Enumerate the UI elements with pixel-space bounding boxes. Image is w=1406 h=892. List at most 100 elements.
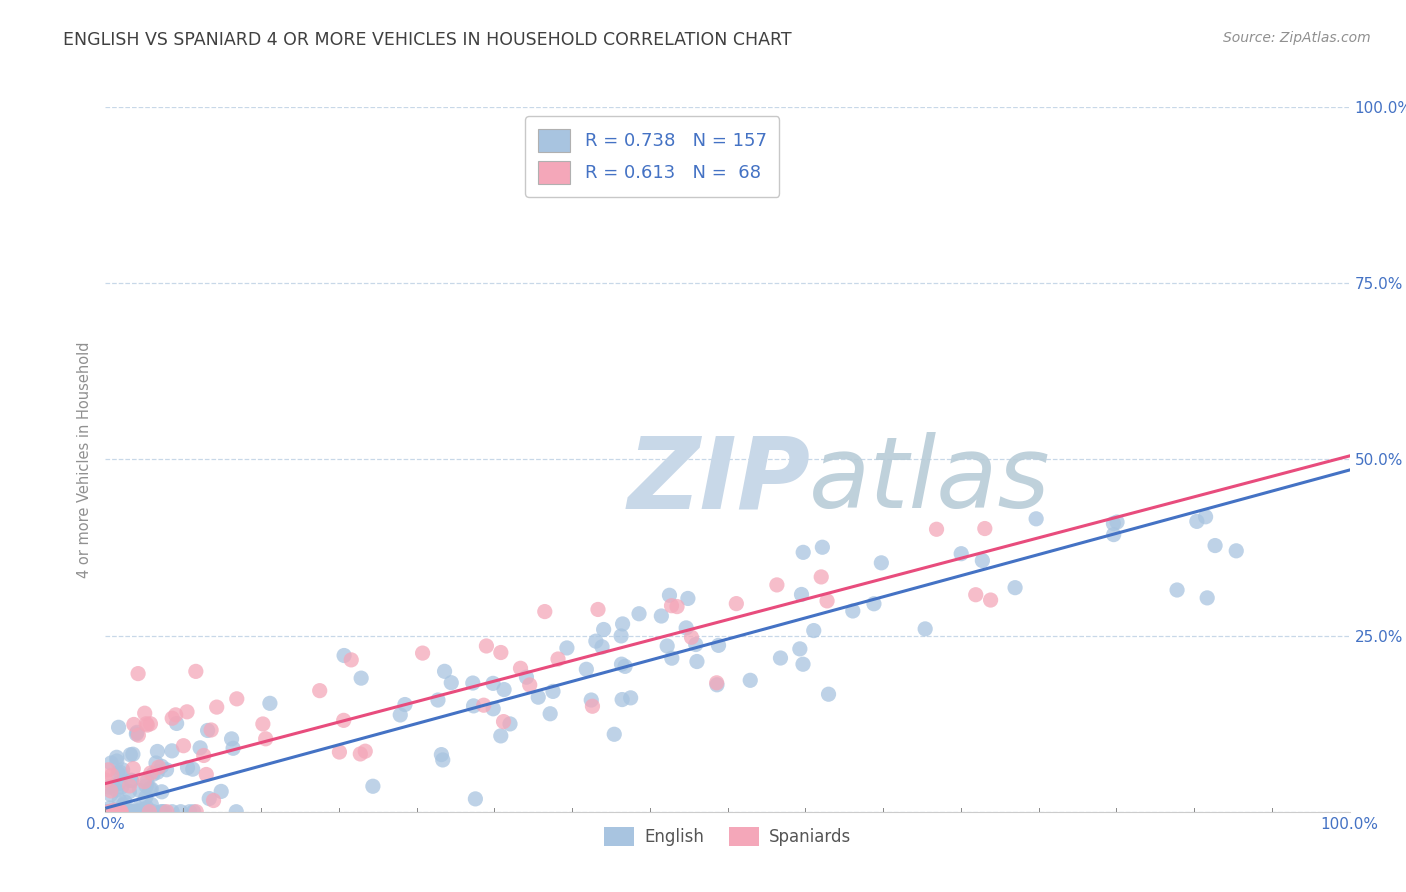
Point <box>107 777 129 791</box>
Point <box>461 676 484 690</box>
Point <box>706 678 728 692</box>
Point <box>586 602 609 616</box>
Point <box>97 763 120 777</box>
Point <box>1166 582 1188 597</box>
Point <box>519 678 541 692</box>
Point <box>620 690 643 705</box>
Point <box>128 801 150 815</box>
Point <box>146 765 169 780</box>
Point <box>153 805 176 819</box>
Point <box>810 570 832 584</box>
Point <box>661 599 683 613</box>
Point <box>165 707 187 722</box>
Point <box>685 638 707 652</box>
Point <box>610 629 633 643</box>
Point <box>127 805 149 819</box>
Point <box>1102 527 1125 541</box>
Point <box>100 756 122 770</box>
Point <box>494 682 516 697</box>
Point <box>134 805 156 819</box>
Point <box>221 731 243 746</box>
Point <box>591 640 613 654</box>
Point <box>100 784 122 798</box>
Point <box>225 691 247 706</box>
Point <box>1004 581 1026 595</box>
Point <box>127 666 149 681</box>
Point <box>433 665 456 679</box>
Point <box>160 744 183 758</box>
Point <box>135 716 157 731</box>
Point <box>94 805 117 819</box>
Point <box>205 700 228 714</box>
Point <box>650 609 672 624</box>
Point <box>950 547 973 561</box>
Point <box>183 805 205 819</box>
Point <box>111 763 134 777</box>
Point <box>110 805 132 819</box>
Point <box>1185 515 1208 529</box>
Point <box>538 706 561 721</box>
Point <box>1194 509 1216 524</box>
Point <box>135 790 157 805</box>
Point <box>792 657 814 672</box>
Point <box>97 805 120 819</box>
Point <box>111 780 134 794</box>
Point <box>533 605 555 619</box>
Point <box>197 723 219 738</box>
Point <box>350 671 373 685</box>
Point <box>100 788 122 802</box>
Point <box>105 805 128 819</box>
Point <box>101 805 124 819</box>
Point <box>142 805 165 819</box>
Point <box>202 793 225 807</box>
Point <box>170 805 193 819</box>
Point <box>122 762 145 776</box>
Point <box>489 729 512 743</box>
Point <box>575 662 598 676</box>
Point <box>110 805 132 819</box>
Point <box>155 763 177 777</box>
Point <box>870 556 893 570</box>
Point <box>176 705 198 719</box>
Point <box>657 639 679 653</box>
Point <box>108 793 131 807</box>
Point <box>120 805 142 819</box>
Point <box>135 774 157 789</box>
Point <box>142 767 165 781</box>
Point <box>100 804 122 818</box>
Point <box>181 762 204 776</box>
Point <box>430 747 453 762</box>
Point <box>139 782 162 797</box>
Point <box>100 805 122 819</box>
Point <box>658 588 681 602</box>
Point <box>148 760 170 774</box>
Legend: English, Spaniards: English, Spaniards <box>598 820 858 853</box>
Point <box>766 578 789 592</box>
Point <box>349 747 371 761</box>
Point <box>527 690 550 705</box>
Point <box>581 699 603 714</box>
Point <box>125 727 148 741</box>
Point <box>120 747 142 762</box>
Point <box>815 594 838 608</box>
Point <box>628 607 651 621</box>
Point <box>432 753 454 767</box>
Point <box>333 648 356 663</box>
Point <box>101 805 124 819</box>
Point <box>769 651 792 665</box>
Point <box>120 805 142 819</box>
Point <box>499 717 522 731</box>
Point <box>112 805 135 819</box>
Point <box>308 683 330 698</box>
Point <box>1197 591 1219 605</box>
Point <box>112 797 135 812</box>
Point <box>789 641 811 656</box>
Point <box>252 717 274 731</box>
Point <box>108 805 131 819</box>
Point <box>193 748 215 763</box>
Point <box>842 604 865 618</box>
Point <box>150 785 173 799</box>
Point <box>581 693 603 707</box>
Point <box>179 805 201 819</box>
Point <box>914 622 936 636</box>
